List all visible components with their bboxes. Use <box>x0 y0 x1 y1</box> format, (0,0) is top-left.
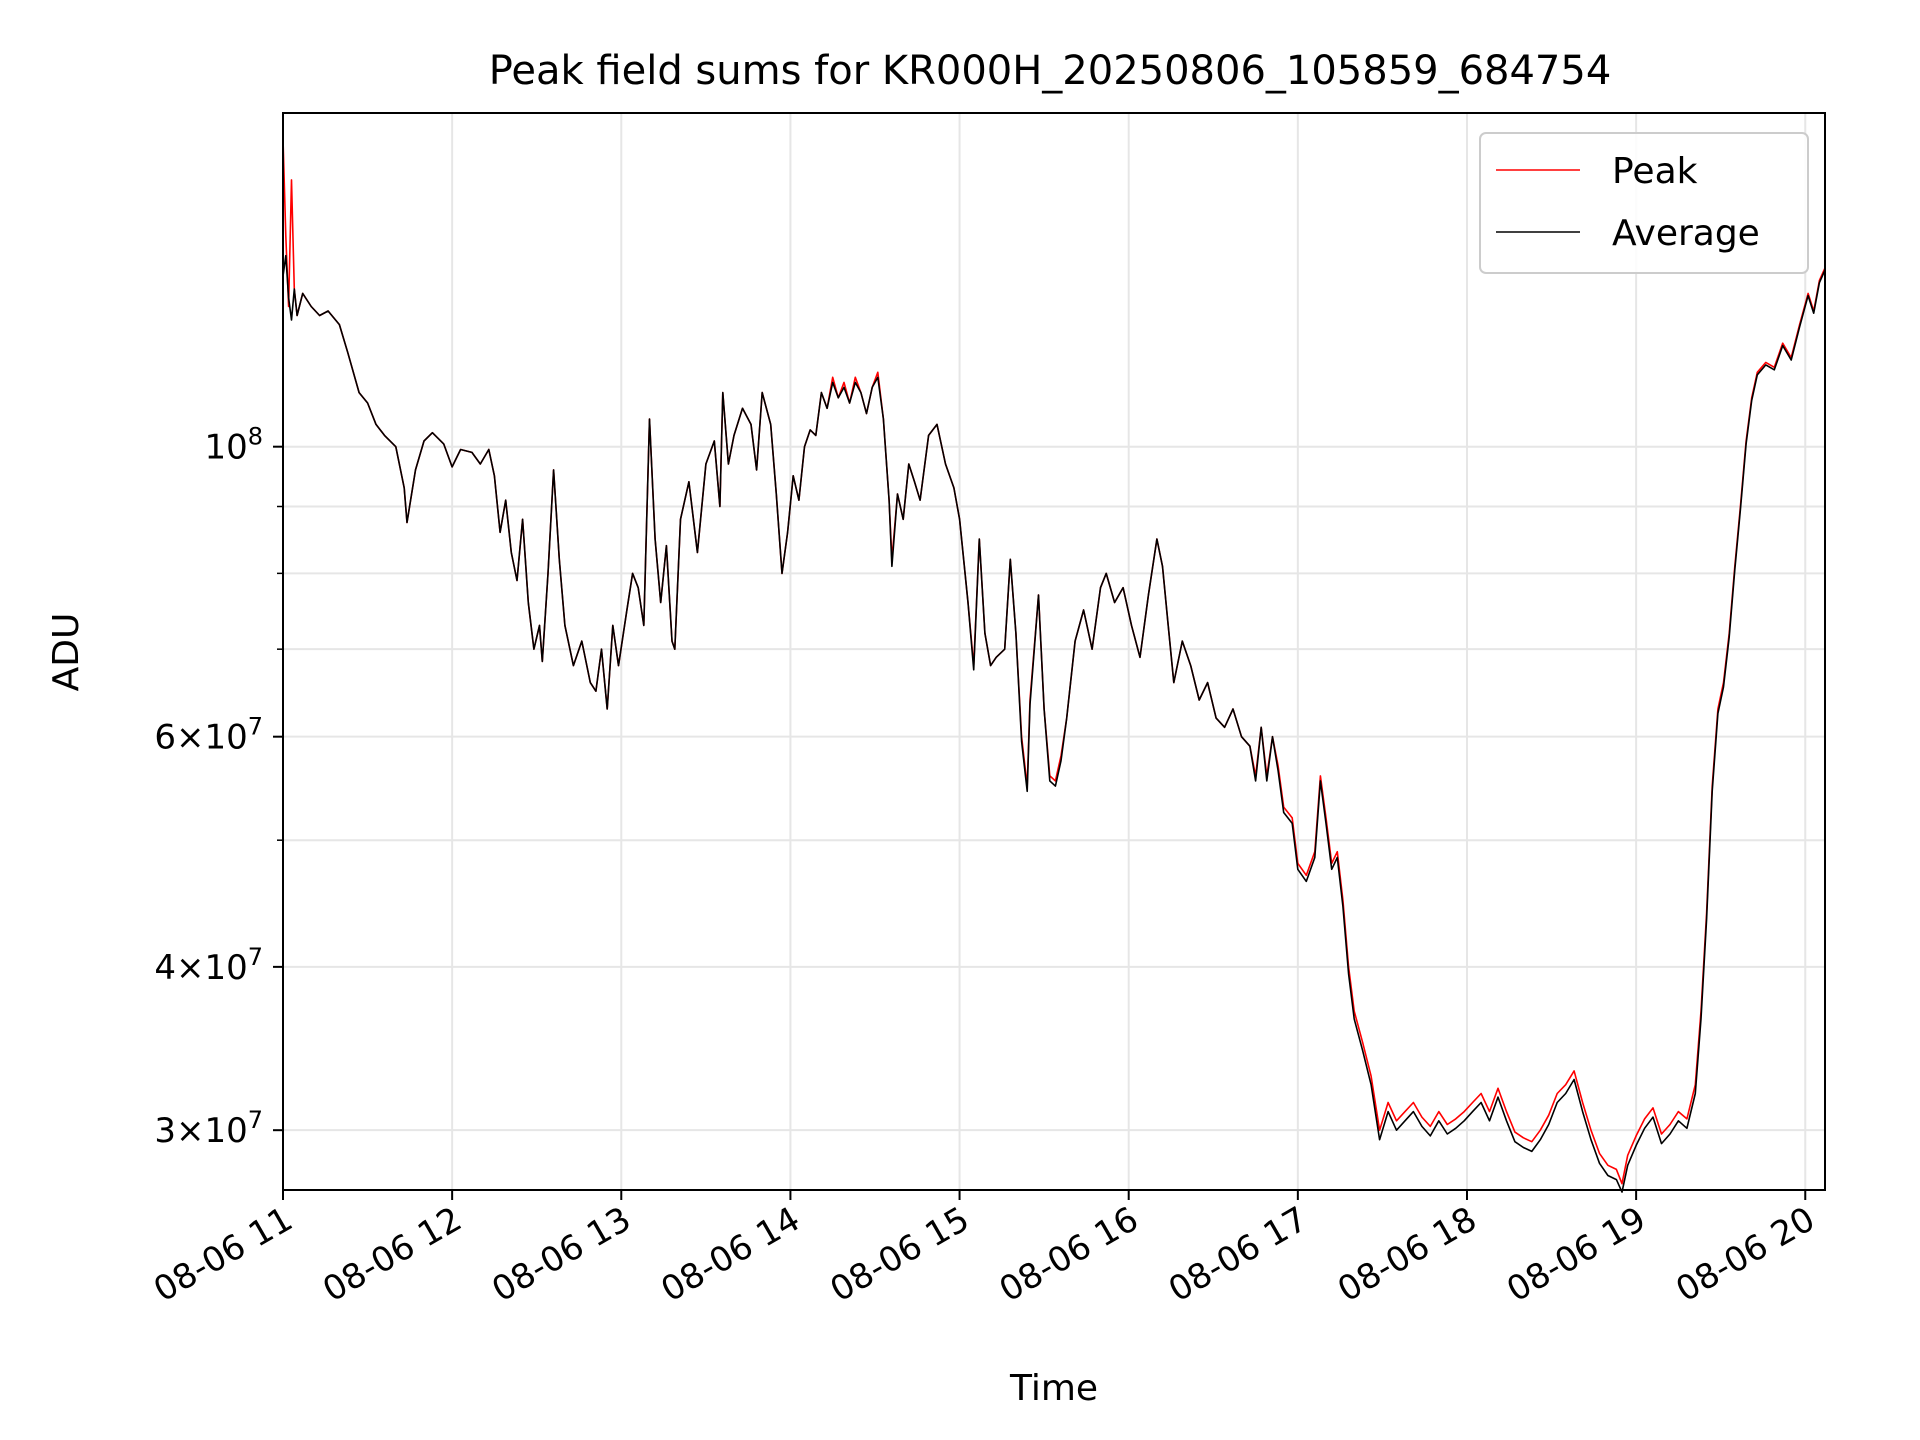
legend-label-average: Average <box>1612 213 1760 254</box>
y-tick-label: 3×107 <box>154 1106 263 1151</box>
legend-box <box>1479 132 1809 274</box>
legend: Peak Average <box>1479 132 1809 274</box>
chart-title: Peak field sums for KR000H_20250806_1058… <box>489 48 1612 94</box>
plot-frame <box>282 112 1826 1191</box>
grid <box>282 113 1825 1190</box>
y-tick-label: 108 <box>204 423 263 468</box>
legend-label-peak: Peak <box>1612 151 1698 192</box>
x-axis-label: Time <box>1009 1368 1098 1409</box>
series-line-average <box>282 254 1826 1193</box>
y-tick-label: 4×107 <box>154 943 263 988</box>
series-layer <box>282 138 1826 1193</box>
y-axis-label: ADU <box>46 613 87 692</box>
y-axis-ticks: 3×107 4×107 6×107 108 <box>154 423 283 1151</box>
y-tick-label: 6×107 <box>154 713 263 758</box>
